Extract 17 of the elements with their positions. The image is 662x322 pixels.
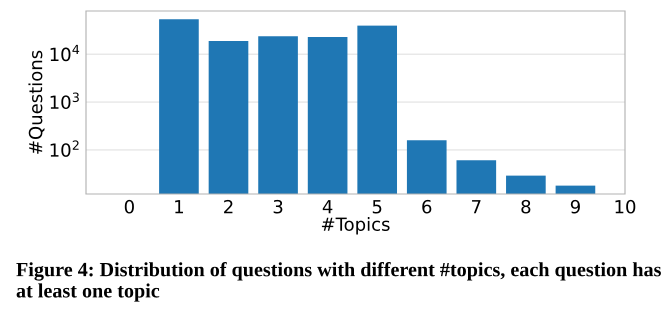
y-tick-label: 10$^{4}$ [50,44,80,62]
caption: Figure 4: Distribution of questions with different #topics, each question has at least one topic [16,262,661,302]
x-tick-label: 5 [372,200,382,214]
x-tick-label: 9 [570,200,580,214]
x-tick-label: 3 [274,200,282,214]
x-axis-title: #Topics [322,217,390,235]
x-tick-label: 1 [175,200,184,214]
x-tick-label: 2 [224,200,232,214]
x-tick-label: 6 [422,200,432,214]
x-tick-label: 8 [521,200,530,214]
y-axis-title: #Questions [28,50,44,154]
x-tick-label: 10 [615,200,636,214]
x-tick-label: 4 [322,200,332,214]
x-tick-label: 0 [124,200,134,214]
x-tick-label: 7 [472,200,481,214]
y-tick-label: 10$^{2}$ [50,140,79,157]
y-tick-label: 10$^{3}$ [50,92,79,110]
